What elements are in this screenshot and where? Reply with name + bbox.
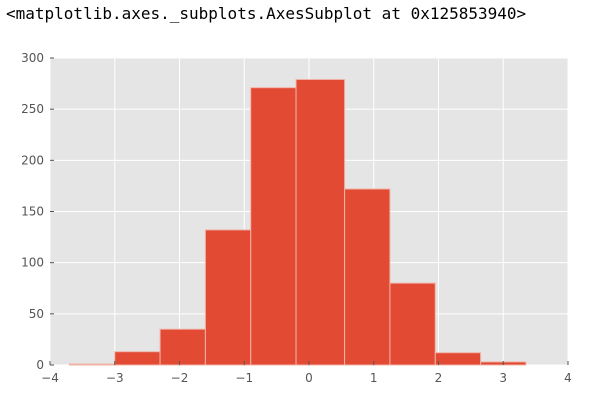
x-tick-label: −2: [171, 371, 189, 385]
histogram-bar: [434, 352, 482, 366]
histogram-bar: [204, 229, 252, 366]
x-tick-label: 3: [499, 371, 507, 385]
x-tick-label: −4: [41, 371, 59, 385]
histogram-bar: [344, 188, 391, 366]
histogram-bar: [68, 363, 116, 366]
y-tick-label: 0: [36, 358, 44, 372]
histogram-bar: [159, 328, 206, 366]
histogram-bar: [295, 78, 346, 366]
x-tick-label: 2: [435, 371, 443, 385]
output-repr-text: <matplotlib.axes._subplots.AxesSubplot a…: [6, 4, 527, 23]
x-tick-label: −1: [235, 371, 253, 385]
y-tick-label: 250: [21, 102, 44, 116]
x-tick-label: 4: [564, 371, 572, 385]
histogram-bars: [68, 78, 527, 366]
x-axis-ticks: −4 −3 −2 −1 0 1 2 3 4: [41, 361, 572, 385]
y-axis-ticks: 0 50 100 150 200 250 300: [21, 51, 54, 372]
x-tick-label: 0: [305, 371, 313, 385]
y-tick-label: 200: [21, 153, 44, 167]
y-tick-label: 50: [29, 307, 44, 321]
y-tick-label: 150: [21, 205, 44, 219]
x-tick-label: 1: [370, 371, 378, 385]
histogram-bar: [389, 282, 436, 366]
histogram-bar: [114, 351, 161, 366]
y-tick-label: 100: [21, 256, 44, 270]
x-tick-label: −3: [106, 371, 124, 385]
y-tick-label: 300: [21, 51, 44, 65]
histogram-bar: [250, 87, 297, 366]
